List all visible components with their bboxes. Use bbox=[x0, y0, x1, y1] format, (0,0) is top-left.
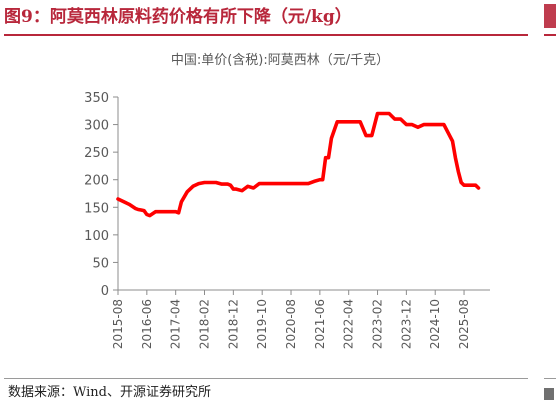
title-divider bbox=[4, 34, 528, 36]
source-divider bbox=[4, 378, 528, 379]
y-tick-label: 100 bbox=[84, 229, 109, 244]
price-line-chart: 中国:单价(含税):阿莫西林（元/千克） 0 50 100 150 200 250 300 3… bbox=[84, 52, 490, 349]
x-tick-label: 2022-04 bbox=[342, 299, 356, 349]
y-tick-label: 300 bbox=[84, 119, 109, 134]
y-tick-label: 200 bbox=[84, 174, 109, 189]
x-tick-label: 2021-06 bbox=[313, 299, 327, 349]
y-axis: 0 50 100 150 200 250 300 350 bbox=[84, 91, 119, 299]
y-tick-label: 250 bbox=[84, 146, 109, 161]
series-layer bbox=[116, 111, 481, 218]
adjacent-source-divider bbox=[544, 378, 556, 379]
y-tick-label: 0 bbox=[101, 284, 109, 299]
x-tick-label: 2016-06 bbox=[140, 299, 154, 349]
adjacent-page-edge bbox=[536, 0, 556, 408]
data-source-note: 数据来源：Wind、开源证券研究所 bbox=[8, 385, 211, 400]
x-tick-label: 2024-10 bbox=[428, 299, 442, 349]
adjacent-title-divider bbox=[544, 34, 556, 36]
x-tick-label: 2020-08 bbox=[284, 299, 298, 349]
x-tick-label: 2025-08 bbox=[457, 299, 471, 349]
x-axis: 2015-08 2016-06 2017-04 2018-02 2018-12 2019-… bbox=[111, 289, 490, 349]
x-tick-label: 2015-08 bbox=[111, 299, 125, 349]
x-tick-label: 2023-02 bbox=[371, 299, 385, 349]
y-tick-label: 150 bbox=[84, 201, 109, 216]
x-tick-label: 2018-12 bbox=[226, 299, 240, 349]
x-tick-label: 2017-04 bbox=[169, 299, 183, 349]
y-tick-label: 350 bbox=[84, 91, 109, 106]
y-tick-label: 50 bbox=[92, 256, 109, 271]
figure-title: 图9：阿莫西林原料药价格有所下降（元/kg） bbox=[4, 7, 352, 27]
chart-title: 中国:单价(含税):阿莫西林（元/千克） bbox=[171, 52, 389, 68]
series-line bbox=[116, 111, 481, 218]
x-tick-label: 2019-10 bbox=[255, 299, 269, 349]
adjacent-title-fragment bbox=[544, 4, 556, 28]
x-tick-label: 2018-02 bbox=[198, 299, 212, 349]
x-tick-label: 2023-12 bbox=[399, 299, 413, 349]
adjacent-source-fragment bbox=[544, 388, 554, 400]
